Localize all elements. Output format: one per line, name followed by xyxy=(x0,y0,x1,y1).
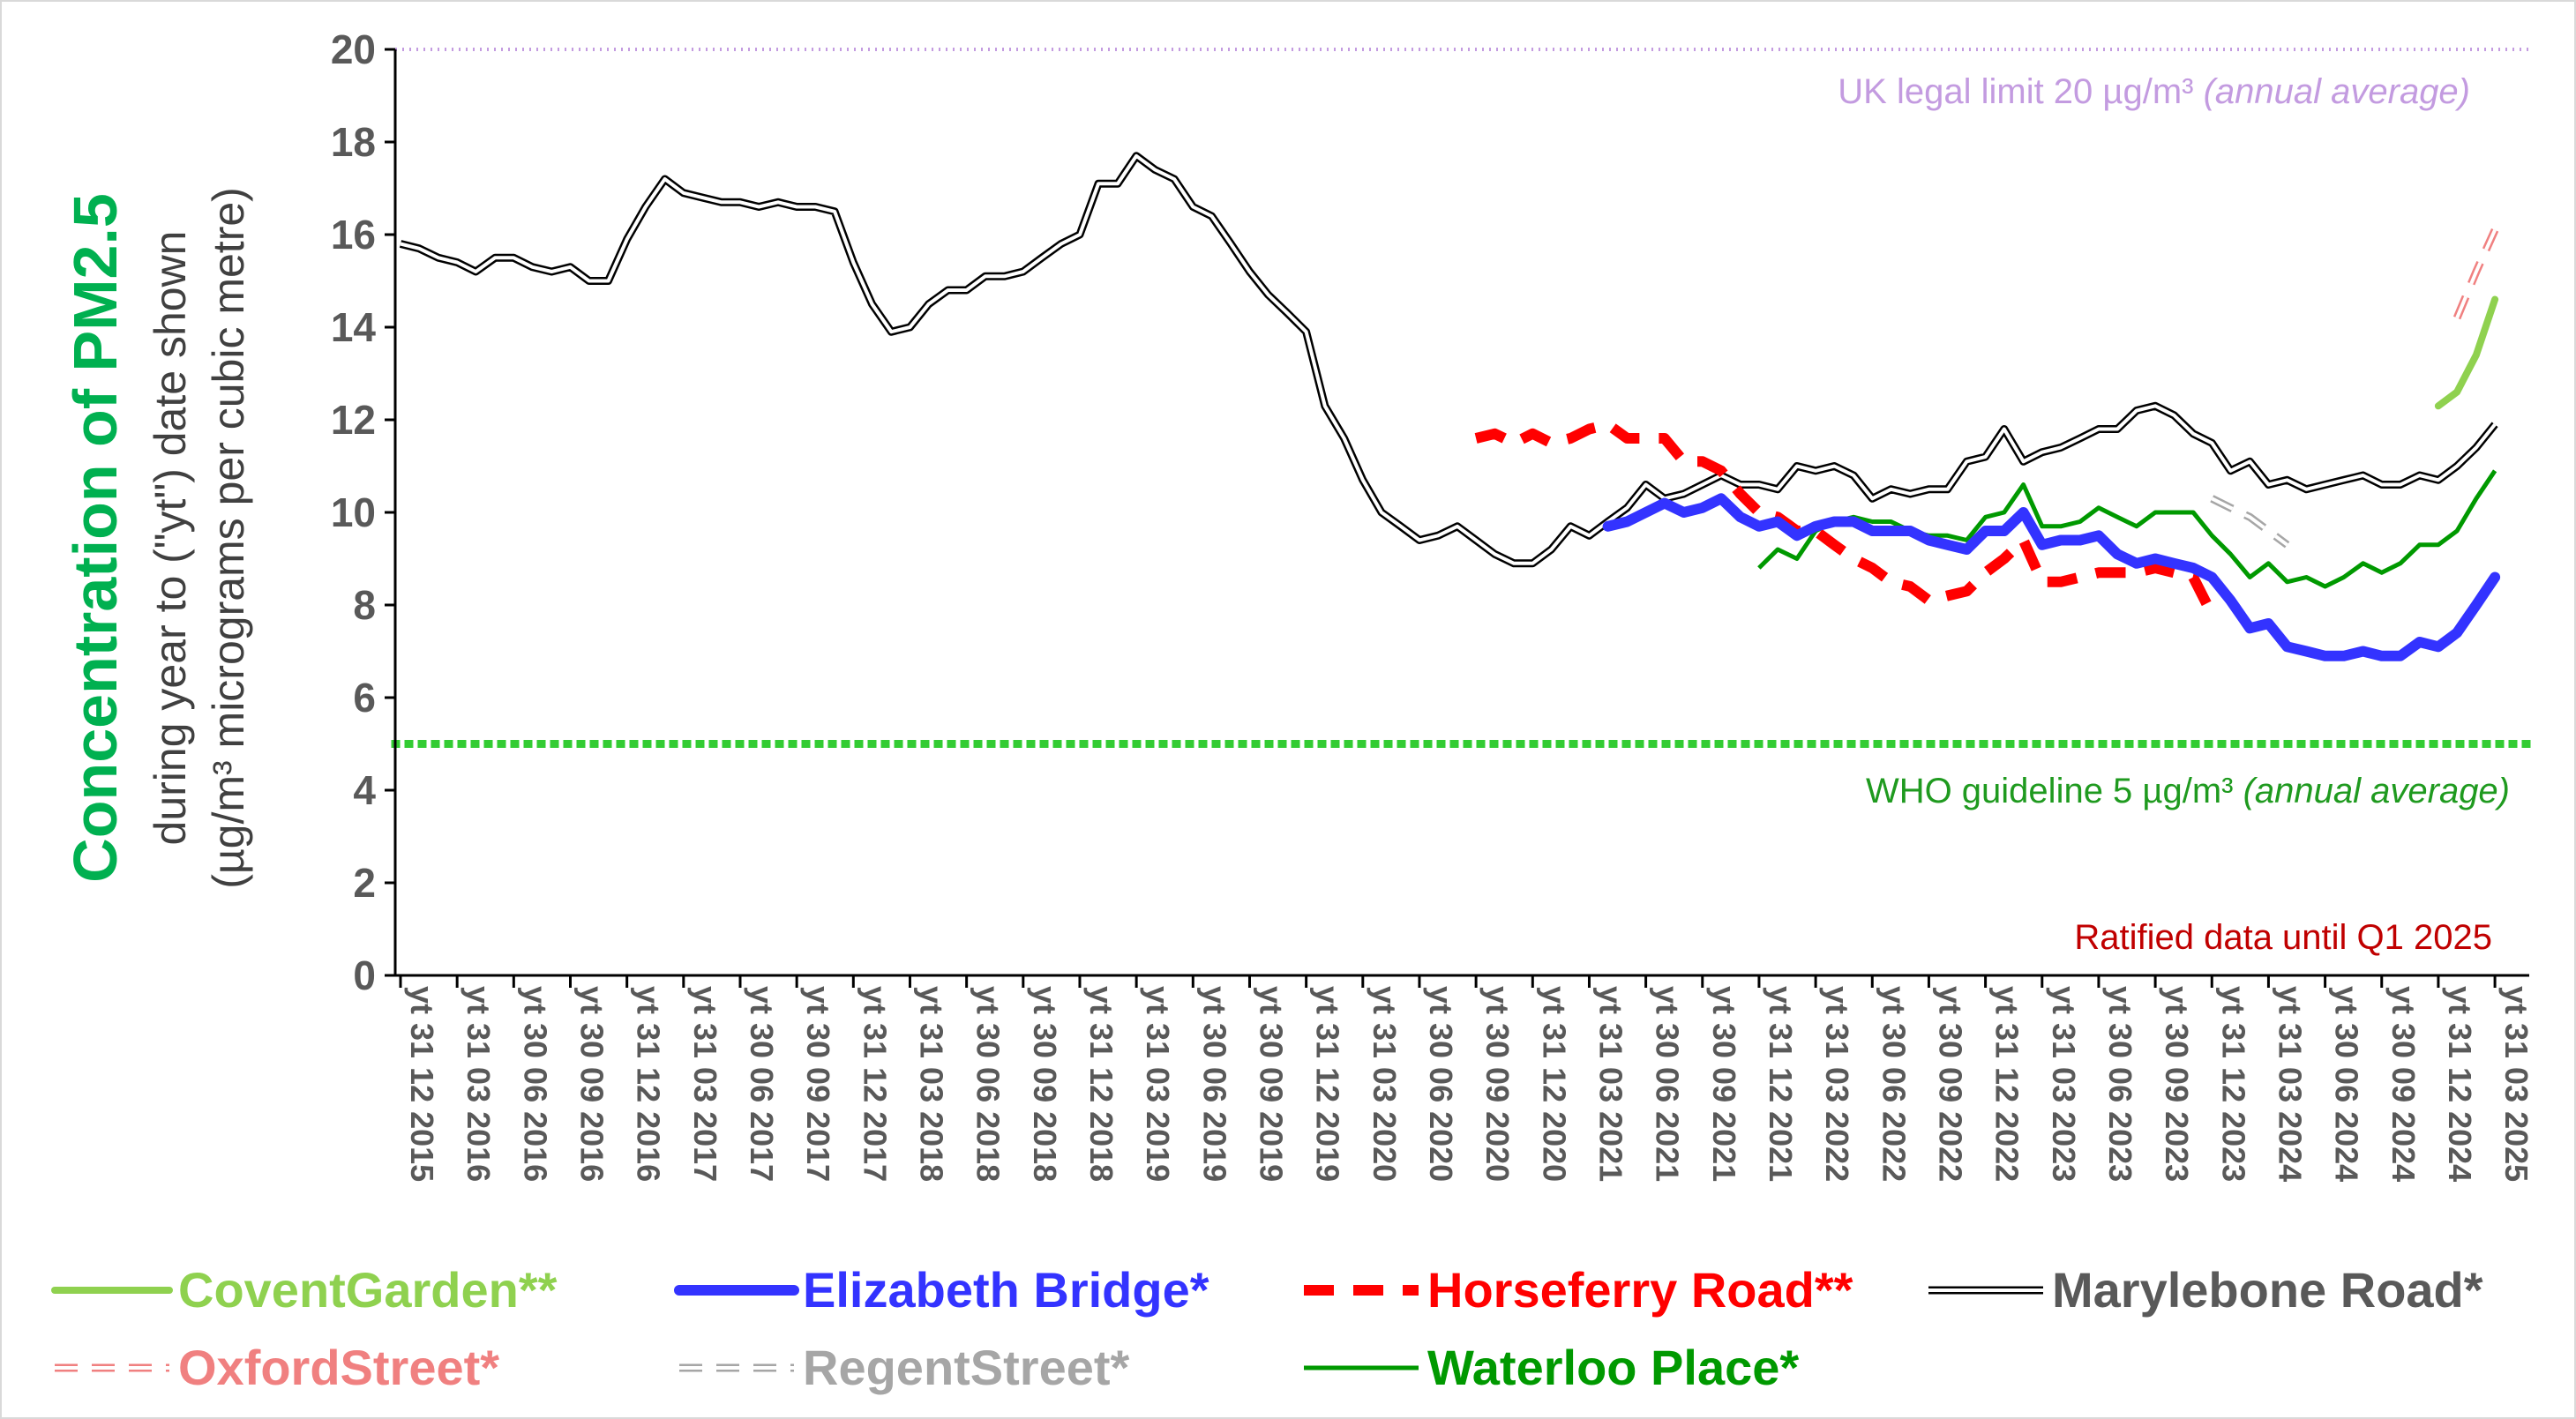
x-tick-label: yt 30 09 2020 xyxy=(1479,986,1516,1182)
x-tick-label: yt 30 06 2022 xyxy=(1876,986,1912,1182)
y-tick-label: 14 xyxy=(331,304,377,350)
x-tick-label: yt 31 03 2017 xyxy=(687,986,723,1182)
series-coventgarden xyxy=(2434,295,2499,410)
x-tick-label: yt 31 03 2016 xyxy=(461,986,497,1182)
legend-item-oxfordstreet: OxfordStreet* xyxy=(55,1340,499,1395)
series-marylebone-road xyxy=(399,152,2498,568)
x-tick-label: yt 31 03 2023 xyxy=(2046,986,2082,1182)
legend-label: Marylebone Road* xyxy=(2052,1262,2483,1318)
x-tick-label: yt 30 09 2023 xyxy=(2159,986,2195,1182)
x-tick-label: yt 31 12 2019 xyxy=(1310,986,1346,1182)
x-tick-label: yt 31 12 2017 xyxy=(857,986,893,1182)
x-tick-label: yt 30 09 2021 xyxy=(1706,986,1742,1182)
y-tick-label: 4 xyxy=(353,767,376,813)
x-tick-label: yt 31 03 2018 xyxy=(913,986,949,1182)
series-layer xyxy=(399,152,2501,661)
reference-lines xyxy=(391,48,2534,748)
legend-label: Waterloo Place* xyxy=(1427,1340,1799,1395)
legend-item-regentstreet: RegentStreet* xyxy=(679,1340,1130,1395)
x-tick-label: yt 31 12 2018 xyxy=(1083,986,1120,1182)
x-tick-label: yt 31 03 2025 xyxy=(2498,986,2535,1182)
x-tick-label: yt 30 09 2017 xyxy=(800,986,836,1182)
x-tick-label: yt 31 12 2016 xyxy=(631,986,667,1182)
y-tick-label: 2 xyxy=(353,860,376,906)
legend-item-waterloo-place: Waterloo Place* xyxy=(1304,1340,1799,1395)
x-tick-label: yt 30 09 2018 xyxy=(1027,986,1063,1182)
y-tick-label: 18 xyxy=(331,119,376,165)
legend-label: RegentStreet* xyxy=(803,1340,1130,1395)
y-axis-title-main: Concentration of PM2.5 xyxy=(61,193,130,883)
x-tick-label: yt 30 06 2019 xyxy=(1196,986,1232,1182)
x-tick-label: yt 31 12 2015 xyxy=(404,986,440,1182)
y-tick-label: 20 xyxy=(331,26,376,72)
x-tick-label: yt 30 06 2018 xyxy=(970,986,1007,1182)
legend-item-elizabeth-bridge: Elizabeth Bridge* xyxy=(674,1262,1209,1318)
series-oxfordstreet xyxy=(2452,228,2499,320)
x-tick-label: yt 31 12 2024 xyxy=(2442,986,2478,1182)
y-tick-label: 16 xyxy=(331,212,376,258)
x-tick-label: yt 30 06 2024 xyxy=(2329,986,2365,1182)
legend-label: Horseferry Road** xyxy=(1427,1262,1853,1318)
legend-label: OxfordStreet* xyxy=(178,1340,499,1395)
x-tick-label: yt 31 12 2021 xyxy=(1763,986,1799,1182)
x-tick-label: yt 30 06 2016 xyxy=(517,986,553,1182)
x-tick-label: yt 30 09 2016 xyxy=(573,986,610,1182)
y-tick-label: 12 xyxy=(331,397,376,443)
x-tick-label: yt 31 03 2019 xyxy=(1140,986,1176,1182)
x-tick-label: yt 30 09 2024 xyxy=(2385,986,2422,1182)
uk-limit-label: UK legal limit 20 µg/m³ (annual average) xyxy=(1838,72,2470,111)
series-waterloo-place xyxy=(1757,469,2497,589)
y-tick-label: 10 xyxy=(331,489,376,535)
x-tick-label: yt 31 03 2021 xyxy=(1592,986,1629,1182)
x-tick-label: yt 30 06 2021 xyxy=(1650,986,1686,1182)
legend: CoventGarden** Elizabeth Bridge* Horseferr… xyxy=(51,1262,2483,1395)
legend-label: Elizabeth Bridge* xyxy=(803,1262,1209,1318)
who-guideline-label-text: WHO guideline 5 µg/m³ xyxy=(1866,772,2243,810)
y-axis-title-sub2: (µg/m³ micrograms per cubic metre) xyxy=(204,187,253,889)
ratified-data-annotation: Ratified data until Q1 2025 xyxy=(2074,918,2492,957)
y-tick-label: 6 xyxy=(353,675,376,721)
x-tick-label: yt 31 12 2023 xyxy=(2215,986,2251,1182)
x-axis-ticks: yt 31 12 2015 yt 31 03 2016 yt 30 06 2016 y… xyxy=(399,975,2535,1182)
x-tick-label: yt 30 06 2023 xyxy=(2102,986,2138,1182)
x-tick-label: yt 31 03 2020 xyxy=(1367,986,1403,1182)
legend-item-coventgarden: CoventGarden** xyxy=(51,1262,558,1318)
who-guideline-label: WHO guideline 5 µg/m³ (annual average) xyxy=(1866,772,2510,810)
uk-limit-label-text: UK legal limit 20 µg/m³ xyxy=(1838,72,2203,111)
legend-label: CoventGarden** xyxy=(178,1262,558,1318)
series-elizabeth-bridge xyxy=(1602,493,2501,661)
y-tick-label: 8 xyxy=(353,582,376,628)
x-tick-label: yt 31 12 2020 xyxy=(1536,986,1572,1182)
y-axis-title-sub1: during year to ("yt") date shown xyxy=(146,231,195,846)
x-tick-label: yt 30 06 2017 xyxy=(744,986,780,1182)
x-tick-label: yt 30 06 2020 xyxy=(1423,986,1459,1182)
uk-limit-label-italic: (annual average) xyxy=(2204,72,2470,111)
legend-item-marylebone-road: Marylebone Road* xyxy=(1928,1262,2483,1318)
x-tick-label: yt 31 03 2024 xyxy=(2272,986,2308,1182)
x-tick-label: yt 30 09 2019 xyxy=(1253,986,1289,1182)
x-tick-label: yt 30 09 2022 xyxy=(1932,986,1968,1182)
x-tick-label: yt 31 12 2022 xyxy=(1989,986,2026,1182)
who-guideline-label-italic: (annual average) xyxy=(2243,772,2510,810)
x-tick-label: yt 31 03 2022 xyxy=(1819,986,1855,1182)
y-axis-ticks: 0 2 4 6 8 10 12 14 16 18 20 xyxy=(331,26,395,998)
y-tick-label: 0 xyxy=(353,952,376,998)
series-regentstreet xyxy=(2210,495,2290,549)
legend-item-horseferry-road: Horseferry Road** xyxy=(1304,1262,1853,1318)
